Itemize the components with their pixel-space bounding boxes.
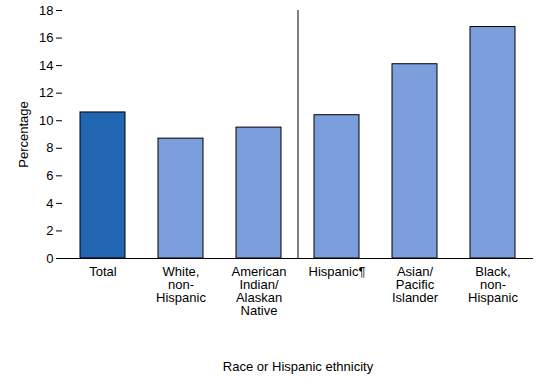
svg-text:0: 0 [46, 251, 53, 266]
svg-text:Race or Hispanic ethnicity: Race or Hispanic ethnicity [223, 359, 374, 374]
svg-text:White,non-Hispanic: White,non-Hispanic [156, 264, 206, 305]
svg-text:Asian/PacificIslander: Asian/PacificIslander [392, 264, 439, 305]
svg-text:Total: Total [89, 264, 117, 279]
svg-text:16: 16 [39, 30, 53, 45]
svg-text:Percentage: Percentage [16, 101, 31, 168]
svg-text:18: 18 [39, 3, 53, 18]
svg-text:2: 2 [46, 223, 53, 238]
svg-text:14: 14 [39, 58, 53, 73]
svg-text:10: 10 [39, 113, 53, 128]
svg-text:Hispanic¶: Hispanic¶ [309, 264, 366, 279]
svg-text:Black,non-Hispanic: Black,non-Hispanic [468, 264, 518, 305]
svg-text:AmericanIndian/AlaskanNative: AmericanIndian/AlaskanNative [232, 264, 287, 318]
svg-text:12: 12 [39, 85, 53, 100]
svg-text:4: 4 [46, 196, 53, 211]
svg-text:8: 8 [46, 140, 53, 155]
svg-text:6: 6 [46, 168, 53, 183]
